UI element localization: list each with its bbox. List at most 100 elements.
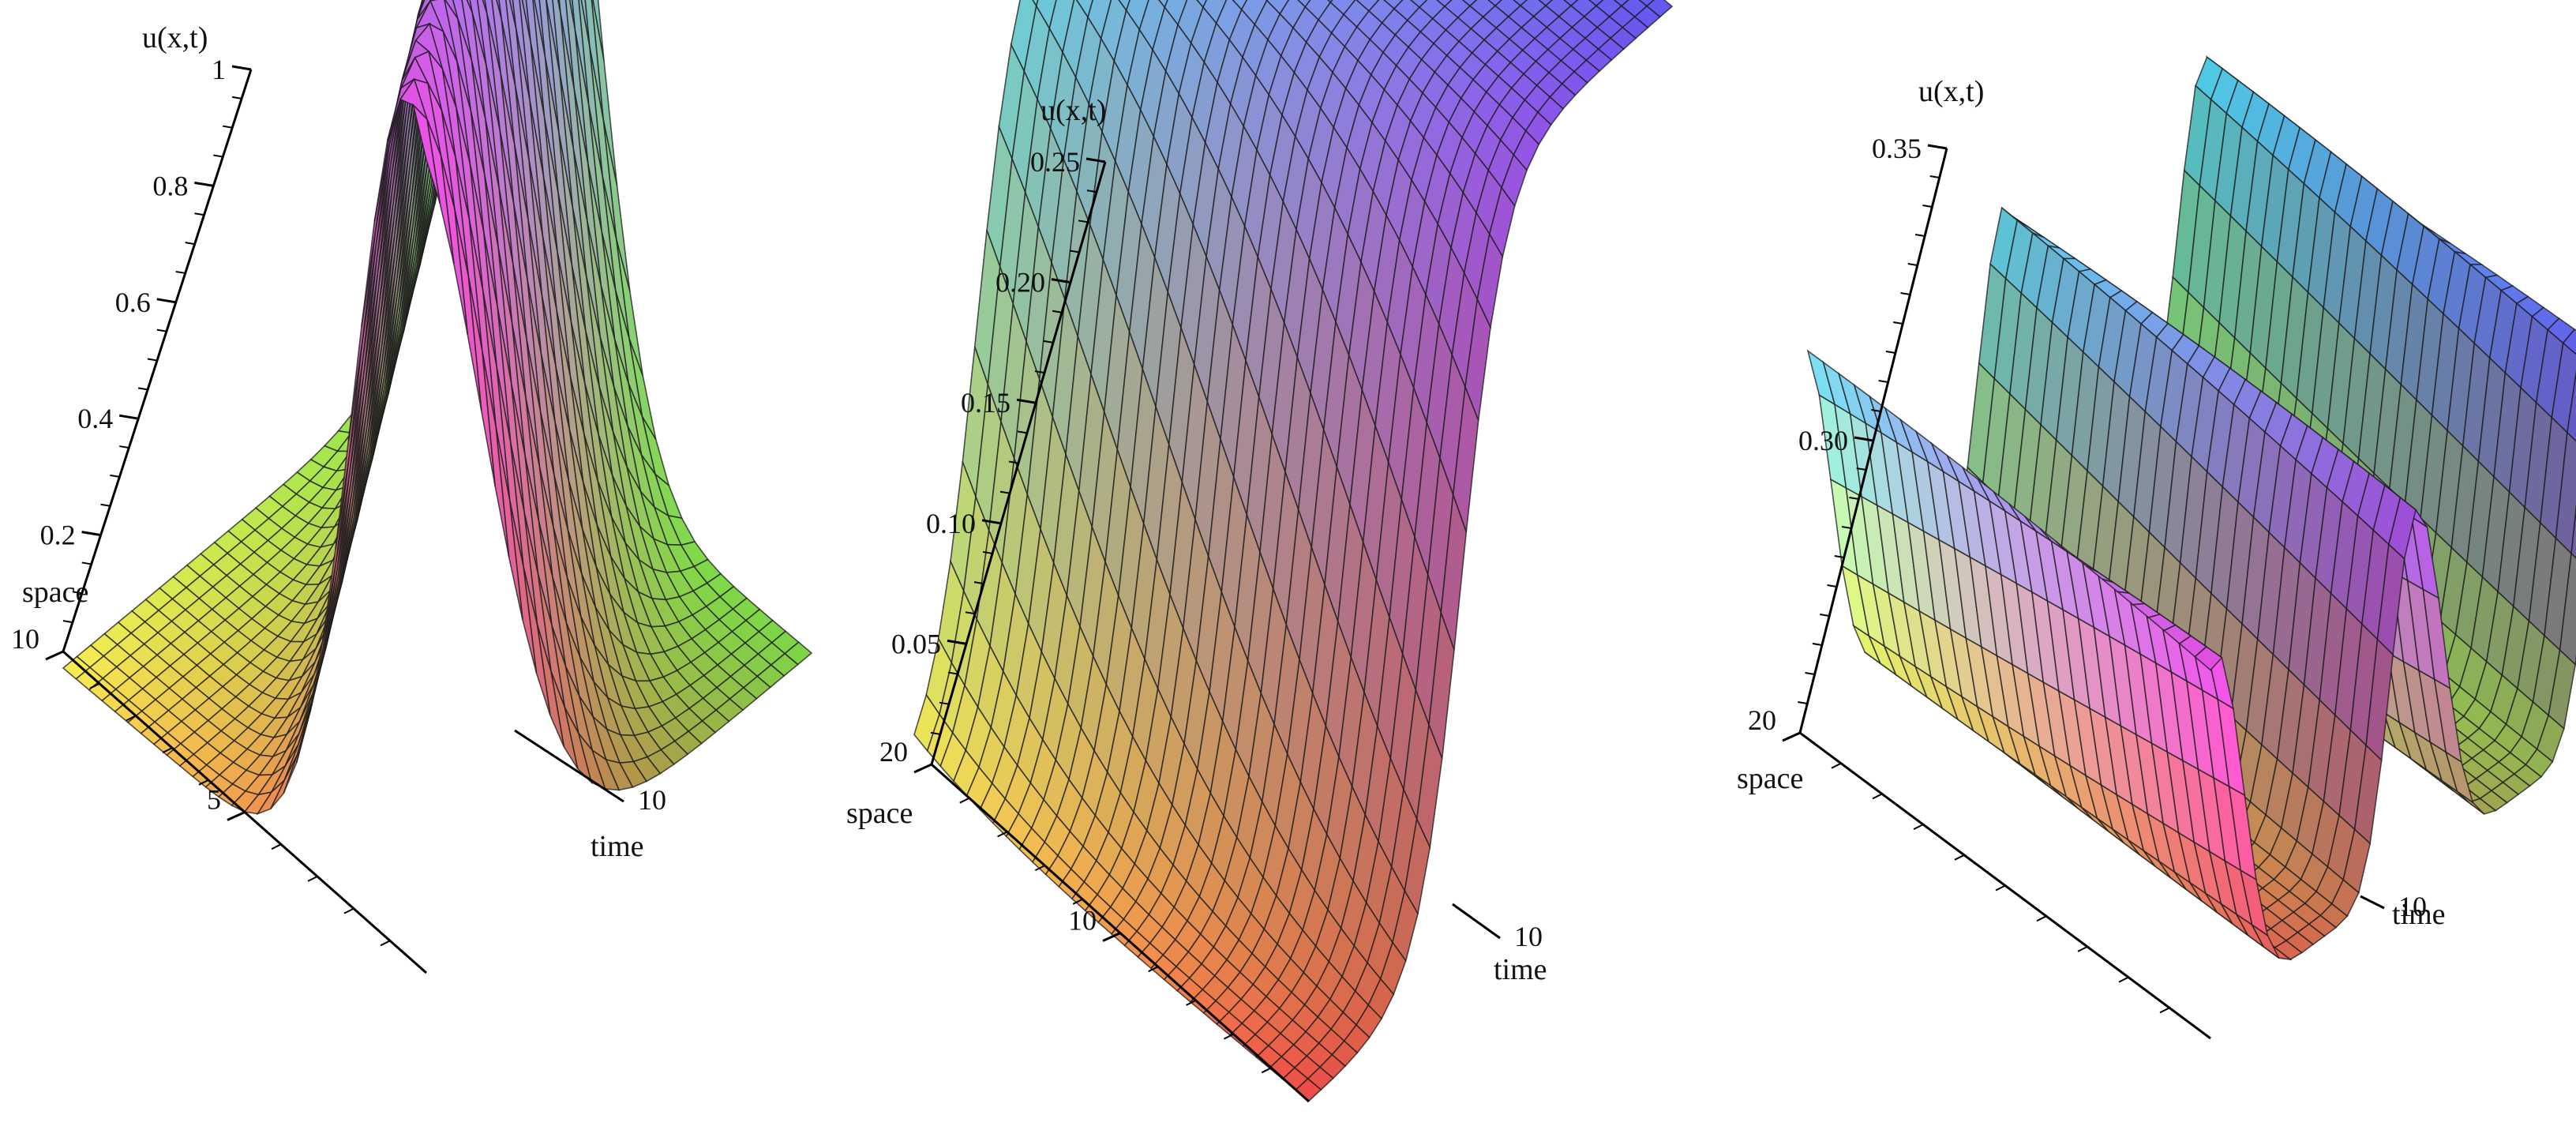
space-minor-tick [1913, 824, 1924, 830]
surface-cell [1513, 0, 1528, 7]
space-tick-label: 10 [11, 623, 39, 655]
surface-cell [2194, 645, 2223, 671]
z-tick-mark [231, 65, 252, 71]
z-minor-tick [223, 125, 233, 129]
space-minor-tick [997, 831, 1008, 838]
z-minor-tick [1885, 351, 1896, 354]
space-tick-label: 10 [1068, 905, 1097, 937]
z-tick-mark [1927, 144, 1948, 150]
z-minor-tick [1026, 400, 1037, 404]
surface-cell [1461, 0, 1478, 7]
z-minor-tick [1820, 614, 1830, 617]
space-minor-tick [89, 682, 100, 689]
space-axis-title: space [1737, 762, 1803, 795]
z-axis-title: u(x,t) [142, 21, 208, 54]
space-tick-mark [1782, 731, 1801, 742]
space-minor-tick [162, 747, 173, 753]
z-minor-tick [204, 183, 214, 187]
space-minor-tick [1872, 793, 1883, 800]
z-minor-tick [137, 387, 148, 391]
z-minor-tick [100, 503, 111, 507]
z-minor-tick [1060, 280, 1071, 283]
z-minor-tick [1069, 250, 1080, 253]
space-axis-title: space [22, 576, 88, 609]
z-minor-tick [91, 532, 101, 536]
space-minor-tick [1995, 884, 2006, 892]
z-minor-tick [1914, 234, 1925, 237]
space-minor-tick [380, 940, 391, 947]
surface-cell [1588, 0, 1604, 7]
z-minor-tick [1834, 555, 1844, 558]
z-minor-tick [1856, 467, 1866, 471]
surface-cell [1562, 0, 1579, 7]
z-minor-tick [156, 328, 167, 332]
z-minor-tick [1798, 701, 1808, 704]
space-minor-tick [1223, 1033, 1234, 1040]
space-minor-tick [1186, 1000, 1197, 1006]
z-minor-tick [1017, 430, 1028, 434]
z-minor-tick [1871, 409, 1881, 412]
z-minor-tick [1086, 190, 1097, 193]
z-minor-tick [1929, 175, 1940, 178]
z-tick-label: 0.20 [996, 267, 1045, 298]
time-axis-line [2360, 895, 2385, 910]
space-minor-tick [1261, 1067, 1272, 1074]
z-minor-tick [1893, 321, 1903, 325]
space-minor-tick [2077, 946, 2088, 952]
z-minor-tick [973, 581, 984, 585]
surface-cell [1638, 0, 1655, 7]
z-minor-tick [965, 611, 976, 615]
z-minor-tick [231, 96, 242, 99]
z-tick-label: 0.10 [926, 508, 976, 539]
surface-plot-soliton: 1 0.8 0.6 0.4 0.2 5 10 10 u(x,t) space time [11, 0, 813, 974]
surface-plot-kink: 0.25 0.20 0.15 0.10 0.05 10 20 10 u(x,t) space tim… [846, 0, 1674, 1103]
axes: 0.25 0.20 0.15 0.10 0.05 10 20 10 u(x,t) space tim… [846, 94, 1547, 1103]
z-minor-tick [166, 299, 176, 303]
space-tick-label: 20 [879, 736, 908, 768]
space-minor-tick [271, 843, 282, 850]
z-minor-tick [213, 154, 223, 158]
z-minor-tick [1922, 205, 1933, 208]
z-tick-mark [1086, 157, 1106, 163]
z-tick-label: 1 [212, 54, 226, 85]
z-minor-tick [81, 561, 92, 565]
z-axis-title: u(x,t) [1918, 75, 1984, 108]
z-minor-tick [991, 520, 1002, 524]
surface-cell [1613, 0, 1629, 7]
z-minor-tick [1878, 380, 1888, 383]
surface-cell [1487, 0, 1503, 7]
z-minor-tick [110, 474, 120, 478]
space-minor-tick [1110, 932, 1121, 939]
z-tick-label: 0.35 [1872, 133, 1922, 164]
z-minor-tick [1827, 584, 1837, 588]
z-minor-tick [62, 620, 73, 624]
z-tick-label: 0.6 [115, 287, 151, 318]
z-minor-tick [175, 270, 186, 274]
z-minor-tick [1812, 643, 1823, 646]
z-minor-tick [1863, 438, 1874, 441]
space-minor-tick [1954, 854, 1965, 861]
space-minor-tick [1034, 865, 1045, 871]
space-tick-label: 20 [1748, 704, 1776, 736]
space-minor-tick [1148, 966, 1159, 973]
z-minor-tick [72, 591, 82, 595]
surface-cell [1297, 0, 1311, 9]
space-minor-tick [2159, 1007, 2170, 1014]
z-minor-tick [194, 212, 204, 216]
time-axis-line [1452, 903, 1501, 940]
space-minor-tick [2036, 915, 2047, 922]
time-axis-title: time [591, 830, 644, 863]
space-tick-mark [45, 650, 64, 661]
z-minor-tick [1900, 292, 1910, 295]
z-minor-tick [1078, 220, 1089, 223]
z-minor-tick [982, 550, 993, 554]
space-minor-tick [959, 797, 970, 804]
space-minor-tick [1831, 762, 1842, 769]
space-minor-tick [2118, 976, 2129, 983]
z-minor-tick [1907, 263, 1918, 266]
z-tick-label: 0.25 [1030, 146, 1080, 178]
z-minor-tick [1849, 497, 1859, 500]
z-minor-tick [1805, 672, 1815, 675]
space-minor-tick [1072, 898, 1083, 905]
z-minor-tick [119, 445, 129, 449]
